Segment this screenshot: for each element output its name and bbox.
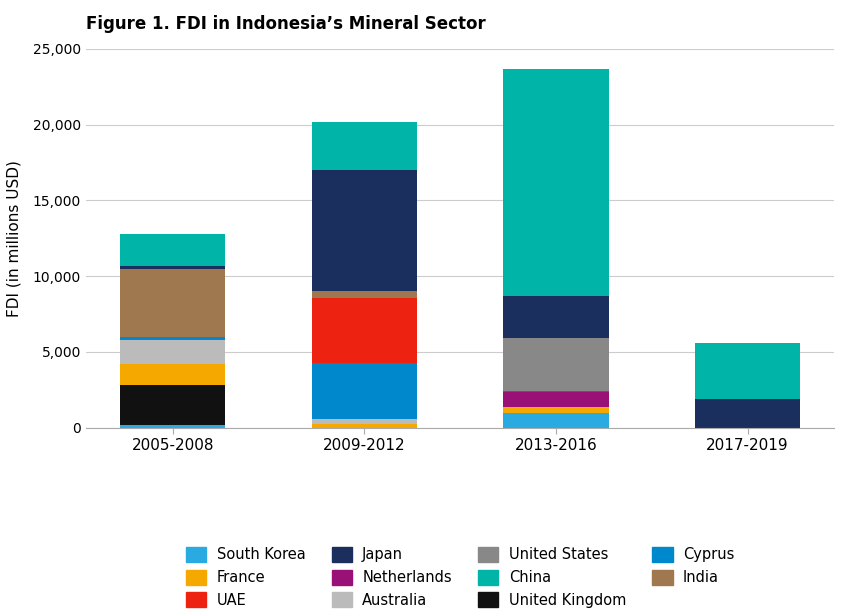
- Bar: [503, 392, 609, 408]
- Bar: [311, 170, 417, 291]
- Bar: [503, 296, 609, 337]
- Bar: [311, 291, 417, 298]
- Bar: [695, 399, 800, 428]
- Bar: [311, 424, 417, 428]
- Legend: South Korea, France, UAE, Japan, Netherlands, Australia, United States, China, U: South Korea, France, UAE, Japan, Netherl…: [180, 541, 740, 611]
- Bar: [311, 122, 417, 170]
- Bar: [503, 390, 609, 392]
- Bar: [120, 386, 225, 425]
- Bar: [120, 266, 225, 269]
- Bar: [120, 425, 225, 428]
- Bar: [695, 343, 800, 399]
- Bar: [120, 234, 225, 266]
- Bar: [120, 340, 225, 364]
- Y-axis label: FDI (in millions USD): FDI (in millions USD): [7, 160, 22, 316]
- Bar: [503, 337, 609, 390]
- Bar: [311, 419, 417, 424]
- Bar: [120, 364, 225, 386]
- Bar: [120, 269, 225, 337]
- Bar: [120, 337, 225, 340]
- Bar: [503, 68, 609, 296]
- Bar: [311, 298, 417, 364]
- Text: Figure 1. FDI in Indonesia’s Mineral Sector: Figure 1. FDI in Indonesia’s Mineral Sec…: [86, 15, 486, 34]
- Bar: [503, 412, 609, 428]
- Bar: [311, 364, 417, 419]
- Bar: [503, 408, 609, 412]
